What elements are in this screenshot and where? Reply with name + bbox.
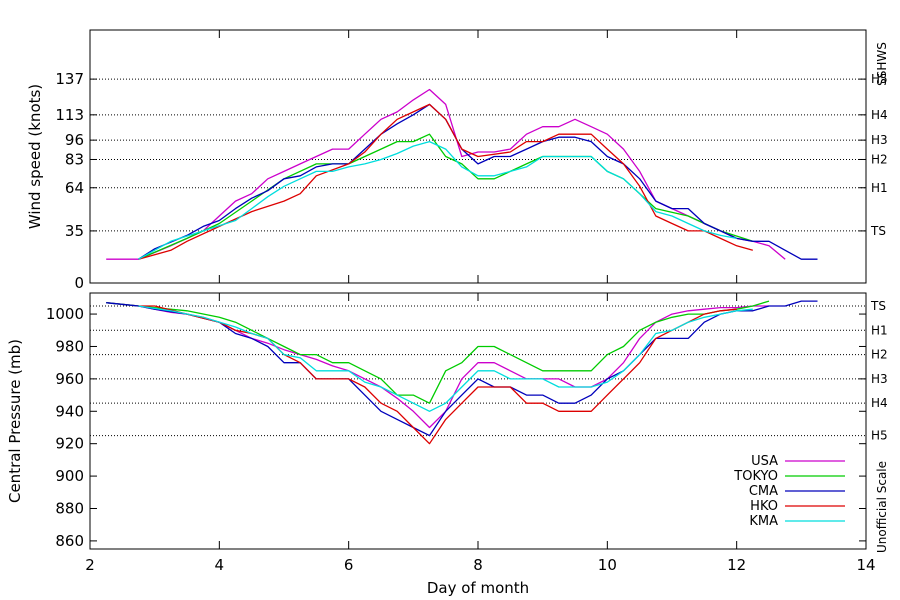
wind-right-title: SSHWS [875,42,889,86]
pressure-panel: TS H1 H2 H3 H4 H5 860 880 900 920 940 960 980 1000 Cen… [6,292,889,553]
wind-ytick-label-64: 64 [65,179,84,197]
legend-label-usa: USA [751,454,778,469]
wind-ytick-label-137: 137 [55,70,84,88]
pressure-ytick-label-960: 960 [55,370,84,388]
pressure-scale-label-H4: H4 [871,396,888,410]
pressure-series-usa [106,302,769,429]
wind-scale-label-TS: TS [870,224,886,238]
wind-scale-label-H2: H2 [871,152,888,166]
pressure-series-tokyo [106,300,770,404]
pressure-ytick-label-980: 980 [55,337,84,355]
xtick-label-10: 10 [598,556,617,574]
pressure-scale-label-H3: H3 [871,372,888,386]
legend-label-hko: HKO [750,499,778,514]
wind-scale-label-H5: H5 [871,72,888,86]
wind-scale-label-H1: H1 [871,181,888,195]
legend-label-cma: CMA [749,484,778,499]
pressure-scale-label-TS: TS [870,299,886,313]
wind-ytick-label-35: 35 [65,222,84,240]
wind-series-hko [138,103,753,260]
pressure-right-title: Unofficial Scale [875,461,889,553]
legend-label-kma: KMA [749,514,778,529]
xtick-label-6: 6 [344,556,354,574]
wind-ytick-label-96: 96 [65,131,84,149]
wind-ytick-label-83: 83 [65,150,84,168]
pressure-ytick-label-940: 940 [55,402,84,420]
pressure-ytick-label-900: 900 [55,467,84,485]
xtick-label-4: 4 [215,556,225,574]
xtick-label-14: 14 [856,556,875,574]
wind-series-kma [138,140,737,260]
wind-series-cma [138,103,818,260]
pressure-scale-label-H2: H2 [871,348,888,362]
wind-ytick-label-0: 0 [74,274,84,292]
x-axis-label: Day of month [427,579,529,597]
pressure-scale-label-H5: H5 [871,429,888,443]
pressure-ytick-label-860: 860 [55,532,84,550]
pressure-series-kma [138,305,753,412]
pressure-series-cma [106,300,818,437]
xtick-label-8: 8 [473,556,483,574]
pressure-ytick-label-880: 880 [55,499,84,517]
wind-scale-label-H3: H3 [871,133,888,147]
pressure-scale-label-H1: H1 [871,323,888,337]
pressure-ytick-label-920: 920 [55,435,84,453]
wind-series-usa [106,88,786,260]
wind-ylabel: Wind speed (knots) [26,84,44,229]
x-axis: 2 4 6 8 10 12 14 Day of month [85,556,875,597]
xtick-label-2: 2 [85,556,95,574]
legend-label-tokyo: TOKYO [733,469,778,484]
wind-scale-label-H4: H4 [871,108,888,122]
pressure-ytick-label-1000: 1000 [46,305,84,323]
wind-ytick-label-113: 113 [55,106,84,124]
pressure-ylabel: Central Pressure (mb) [6,339,24,503]
xtick-label-12: 12 [727,556,746,574]
wind-series-tokyo [138,133,753,260]
